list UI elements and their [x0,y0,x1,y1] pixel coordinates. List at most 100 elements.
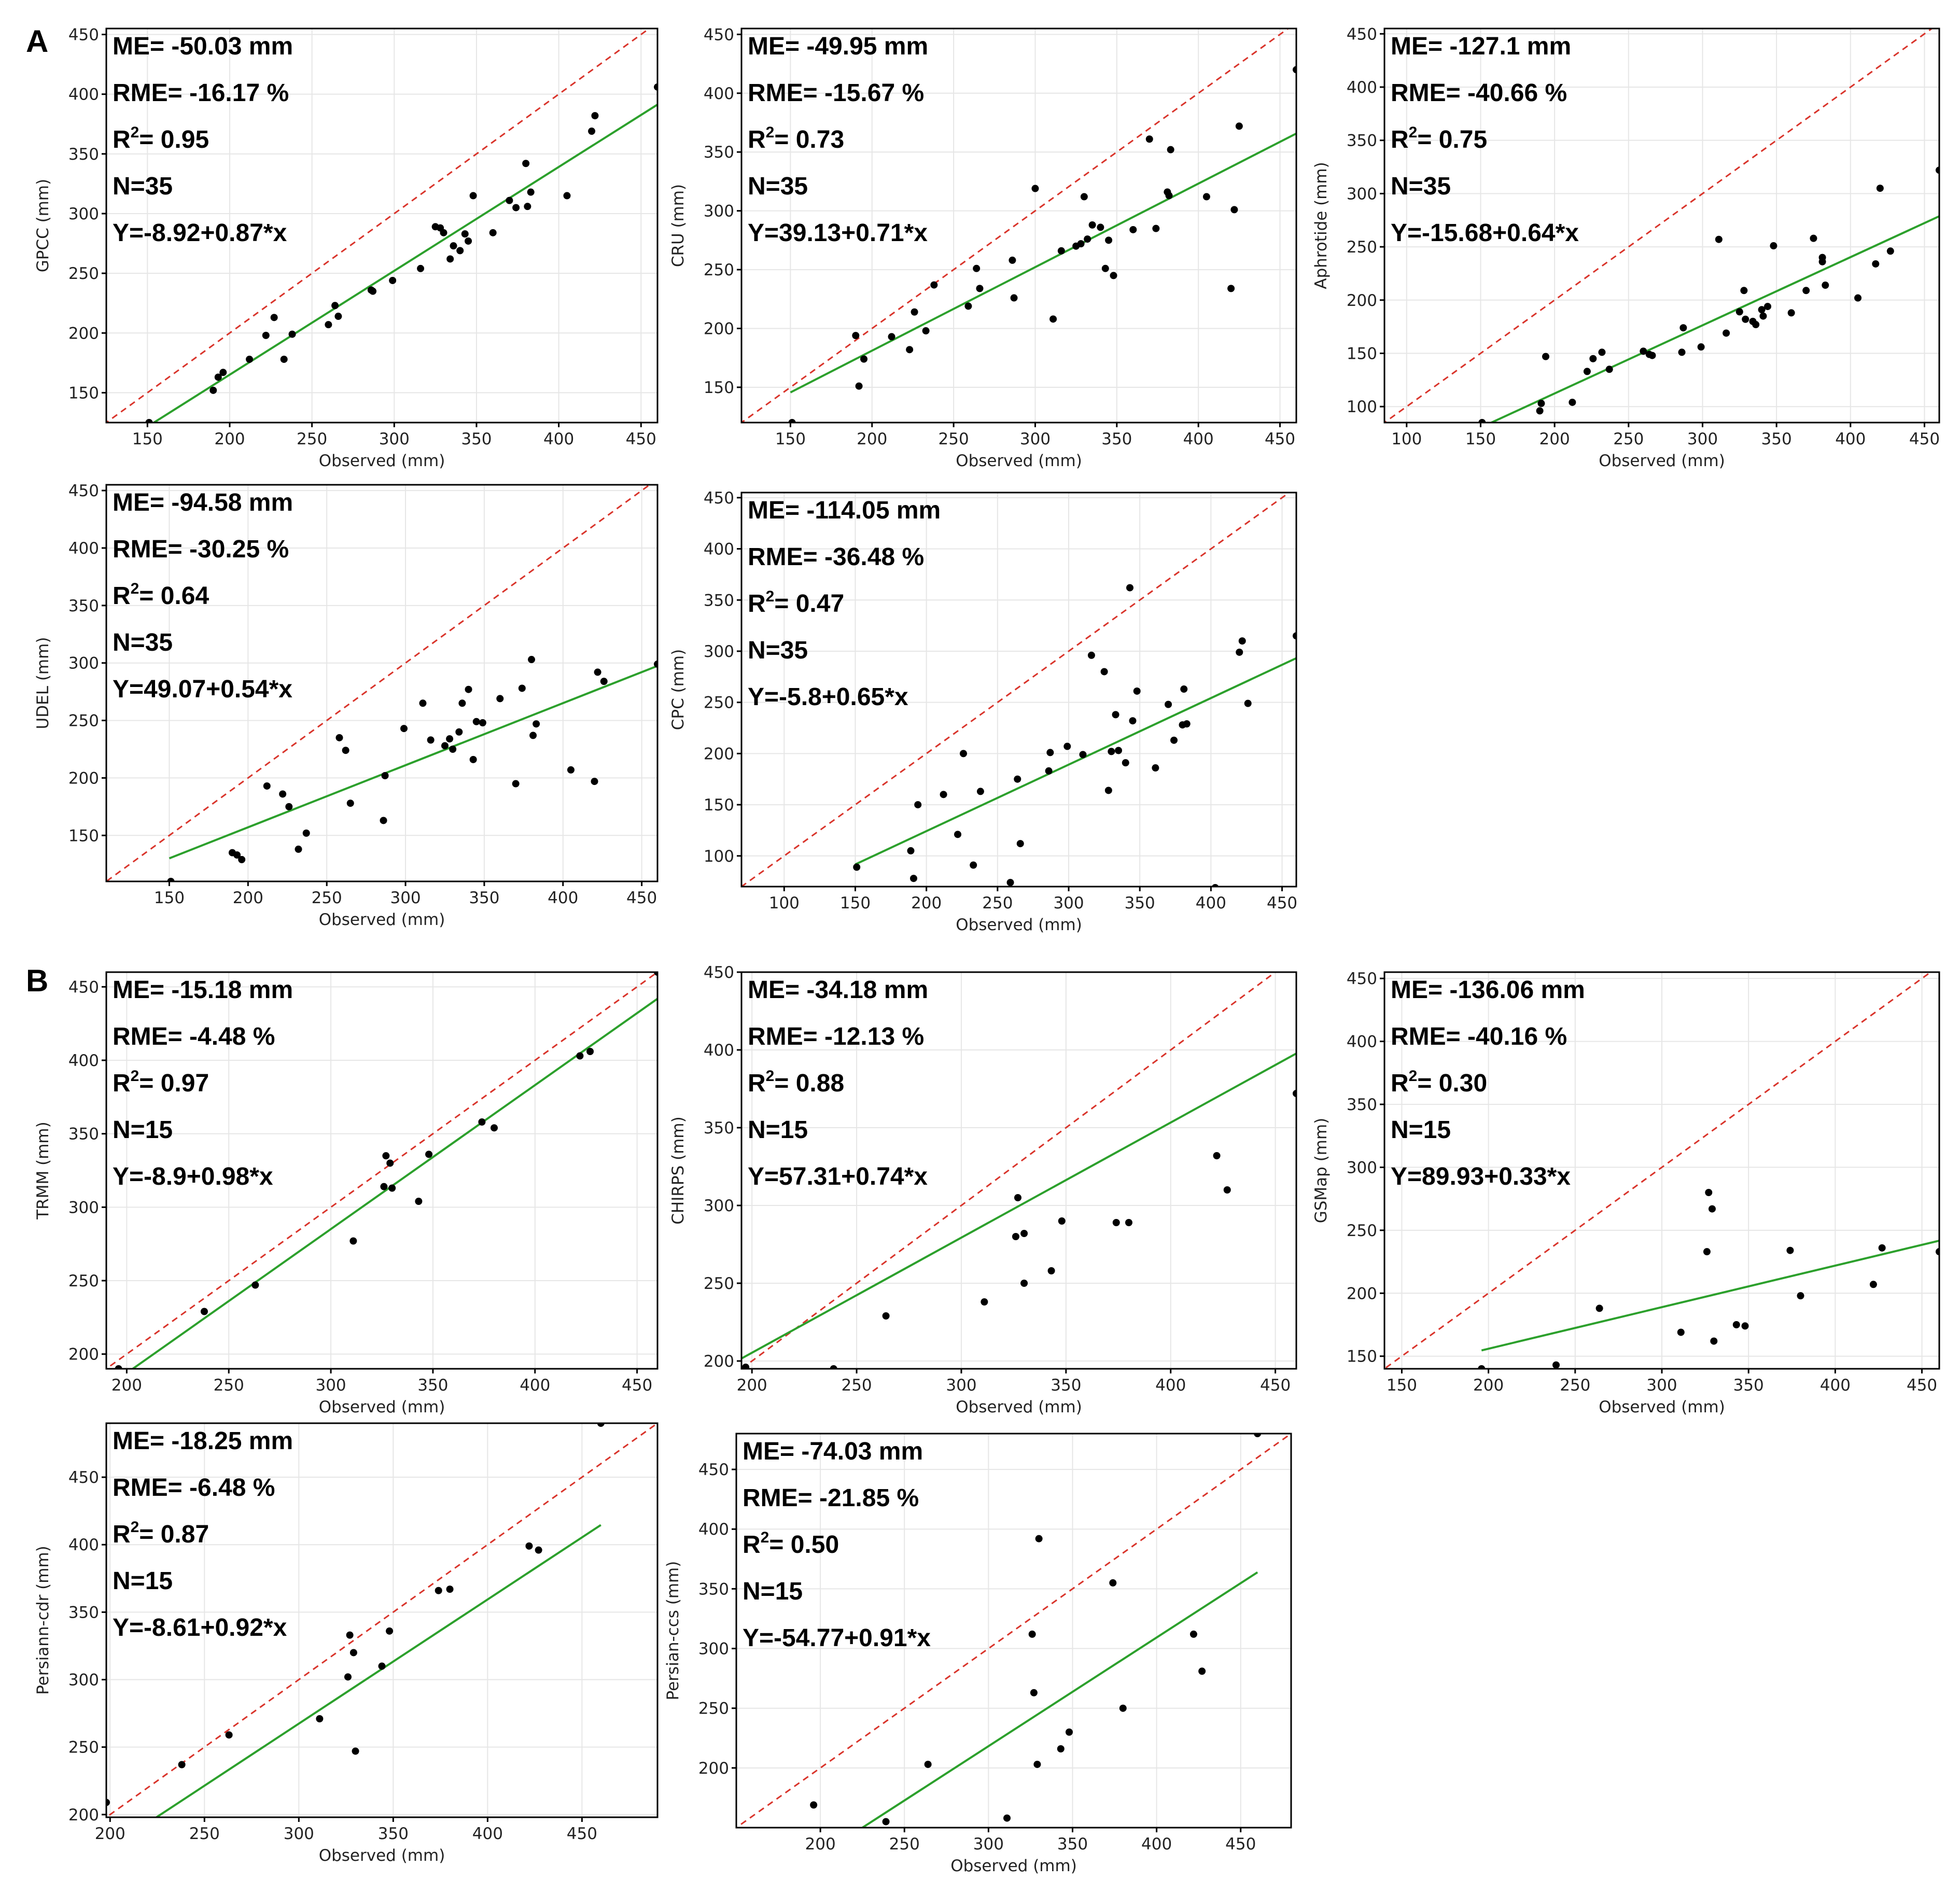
stat-r2: R2= 0.73 [748,124,844,153]
x-tick-label: 150 [840,894,871,913]
y-tick-label: 450 [68,978,99,997]
stat-equation: Y=-54.77+0.91*x [743,1624,931,1652]
y-tick-label: 350 [698,1580,729,1598]
data-point [288,330,296,338]
data-point [527,188,535,196]
data-point [1080,193,1088,201]
y-axis-title: TRMM (mm) [34,1121,52,1219]
y-tick-label: 200 [704,1352,734,1371]
data-point [524,203,531,211]
data-point [1109,1579,1117,1587]
data-point [567,766,575,774]
x-axis-title: Observed (mm) [319,910,445,929]
stat-me: ME= -114.05 mm [748,497,941,524]
plot-area [106,485,657,881]
data-point [388,1184,396,1192]
data-point [1854,294,1862,302]
y-tick-label: 300 [1347,1158,1377,1177]
data-point [1723,329,1730,337]
y-tick-label: 300 [68,205,99,223]
x-tick-label: 300 [1053,894,1084,913]
stat-n: N=35 [113,629,173,656]
y-axis-title: GPCC (mm) [34,179,52,272]
y-tick-label: 150 [68,384,99,402]
stat-me: ME= -49.95 mm [748,33,928,60]
plot-area [1384,29,1939,423]
x-tick-label: 250 [214,1376,244,1395]
y-axis-title: CRU (mm) [669,184,688,267]
data-point [1028,1630,1036,1638]
regression-line [152,104,657,423]
regression-line [1489,215,1939,423]
y-tick-label: 400 [698,1520,729,1539]
data-point [654,83,657,91]
data-point [853,863,861,871]
y-tick-label: 250 [698,1700,729,1718]
x-tick-label: 250 [841,1376,872,1395]
data-point [1740,287,1748,294]
data-point [449,746,457,753]
y-tick-label: 350 [68,1125,99,1144]
data-point [1097,223,1104,231]
stat-r2: R2= 0.30 [1391,1068,1487,1097]
x-tick-label: 400 [1183,430,1214,448]
data-point [563,192,571,200]
data-point [1759,312,1767,320]
data-point [591,778,598,785]
y-tick-label: 350 [68,145,99,164]
data-point [1009,256,1016,264]
stat-r2: R2= 0.47 [748,588,844,618]
stat-rme: RME= -16.17 % [113,79,289,107]
stat-n: N=35 [748,637,808,664]
data-point [1119,1704,1127,1712]
data-point [1202,193,1210,201]
stat-me: ME= -18.25 mm [113,1427,293,1455]
data-point [586,1048,594,1055]
data-point [446,735,454,743]
data-point [964,302,972,310]
stat-rme: RME= -40.16 % [1391,1023,1567,1050]
data-point [1758,306,1766,314]
x-tick-label: 350 [461,430,492,448]
data-point [960,750,967,757]
data-point [909,875,917,882]
data-point [415,1198,423,1205]
one-to-one-line [741,972,1277,1369]
x-tick-label: 250 [982,894,1013,913]
x-tick-label: 350 [1733,1376,1764,1395]
data-point [1786,1246,1794,1254]
x-tick-label: 300 [379,430,410,448]
data-point [1822,282,1829,289]
data-point [522,160,530,167]
y-tick-label: 250 [68,264,99,283]
y-tick-label: 400 [704,1041,734,1060]
regression-line [155,1524,601,1817]
data-point [591,112,599,120]
data-point [115,1365,122,1369]
stat-me: ME= -136.06 mm [1391,976,1585,1004]
data-point [1167,146,1174,153]
y-tick-label: 250 [68,1272,99,1290]
data-point [1869,1281,1877,1288]
data-point [1648,352,1656,359]
y-axis-title: CHIRPS (mm) [669,1116,688,1224]
data-point [246,355,254,363]
data-point [1537,400,1545,408]
data-point [1677,1328,1685,1336]
data-point [386,1159,394,1167]
y-tick-label: 200 [68,1806,99,1825]
x-tick-label: 450 [1260,1376,1291,1395]
data-point [461,230,469,238]
y-tick-label: 300 [704,1197,734,1215]
data-point [489,229,497,236]
data-point [1227,285,1235,292]
y-tick-label: 300 [704,642,734,661]
data-point [1129,717,1137,725]
data-point [888,333,895,341]
data-point [1129,226,1137,233]
plot-frame [105,971,659,1370]
x-tick-label: 450 [1265,430,1295,448]
data-point [219,369,227,376]
data-point [496,695,504,703]
y-axis-title: Aphrotide (mm) [1312,162,1331,289]
